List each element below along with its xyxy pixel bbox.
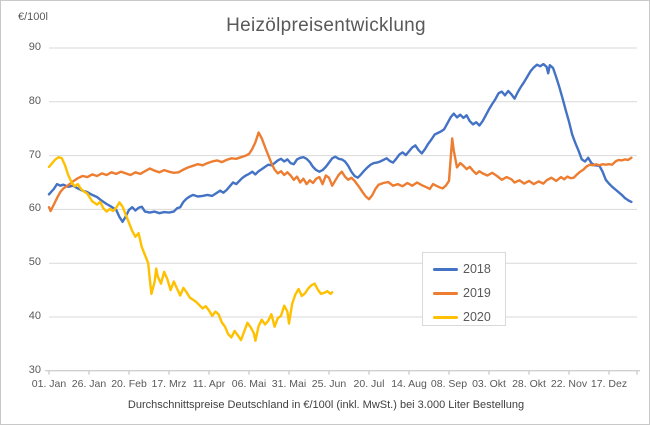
y-tick-label: 80 [28, 94, 41, 107]
legend-swatch-2020 [433, 315, 458, 319]
x-tick-label: 25. Jun [311, 378, 347, 390]
legend-label: 2018 [463, 262, 491, 276]
x-tick-label: 26. Jan [71, 378, 107, 390]
x-tick-label: 17. Mrz [151, 378, 187, 390]
x-tick-label: 14. Aug [391, 378, 427, 390]
y-axis-unit-label: €/100l [18, 11, 48, 23]
series-line-2019 [47, 131, 633, 213]
series-line-2018 [47, 62, 633, 224]
legend-label: 2020 [463, 310, 491, 324]
y-tick-label: 70 [28, 148, 41, 161]
x-tick-label: 03. Okt [472, 378, 506, 390]
chart-legend: 2018 2019 2020 [422, 252, 506, 326]
legend-item-2019: 2019 [423, 281, 505, 305]
y-tick-label: 60 [28, 202, 41, 215]
x-tick-label: 06. Mai [231, 378, 267, 390]
y-tick-label: 50 [28, 256, 41, 269]
y-tick-label: 30 [28, 363, 41, 376]
legend-swatch-2018 [433, 267, 458, 271]
series-line-2020 [47, 155, 334, 342]
x-tick-label: 20. Feb [111, 378, 147, 390]
legend-swatch-2019 [433, 291, 458, 295]
x-tick-label: 28. Okt [512, 378, 546, 390]
x-tick-label: 08. Sep [430, 378, 468, 390]
y-tick-label: 40 [28, 310, 41, 322]
x-tick-label: 20. Jul [353, 378, 385, 390]
legend-item-2020: 2020 [423, 305, 505, 329]
x-tick-label: 31. Mai [271, 378, 307, 390]
x-tick-label: 22. Nov [550, 378, 588, 390]
y-tick-label: 90 [28, 41, 41, 53]
x-tick-label: 11. Apr [192, 378, 226, 390]
chart-footnote: Durchschnittspreise Deutschland in €/100… [127, 399, 525, 411]
legend-item-2018: 2018 [423, 257, 505, 281]
legend-label: 2019 [463, 286, 491, 300]
x-tick-label: 01. Jan [31, 378, 67, 390]
x-tick-label: 17. Dez [590, 378, 628, 390]
chart-title: Heizölpreisentwicklung [226, 15, 426, 36]
